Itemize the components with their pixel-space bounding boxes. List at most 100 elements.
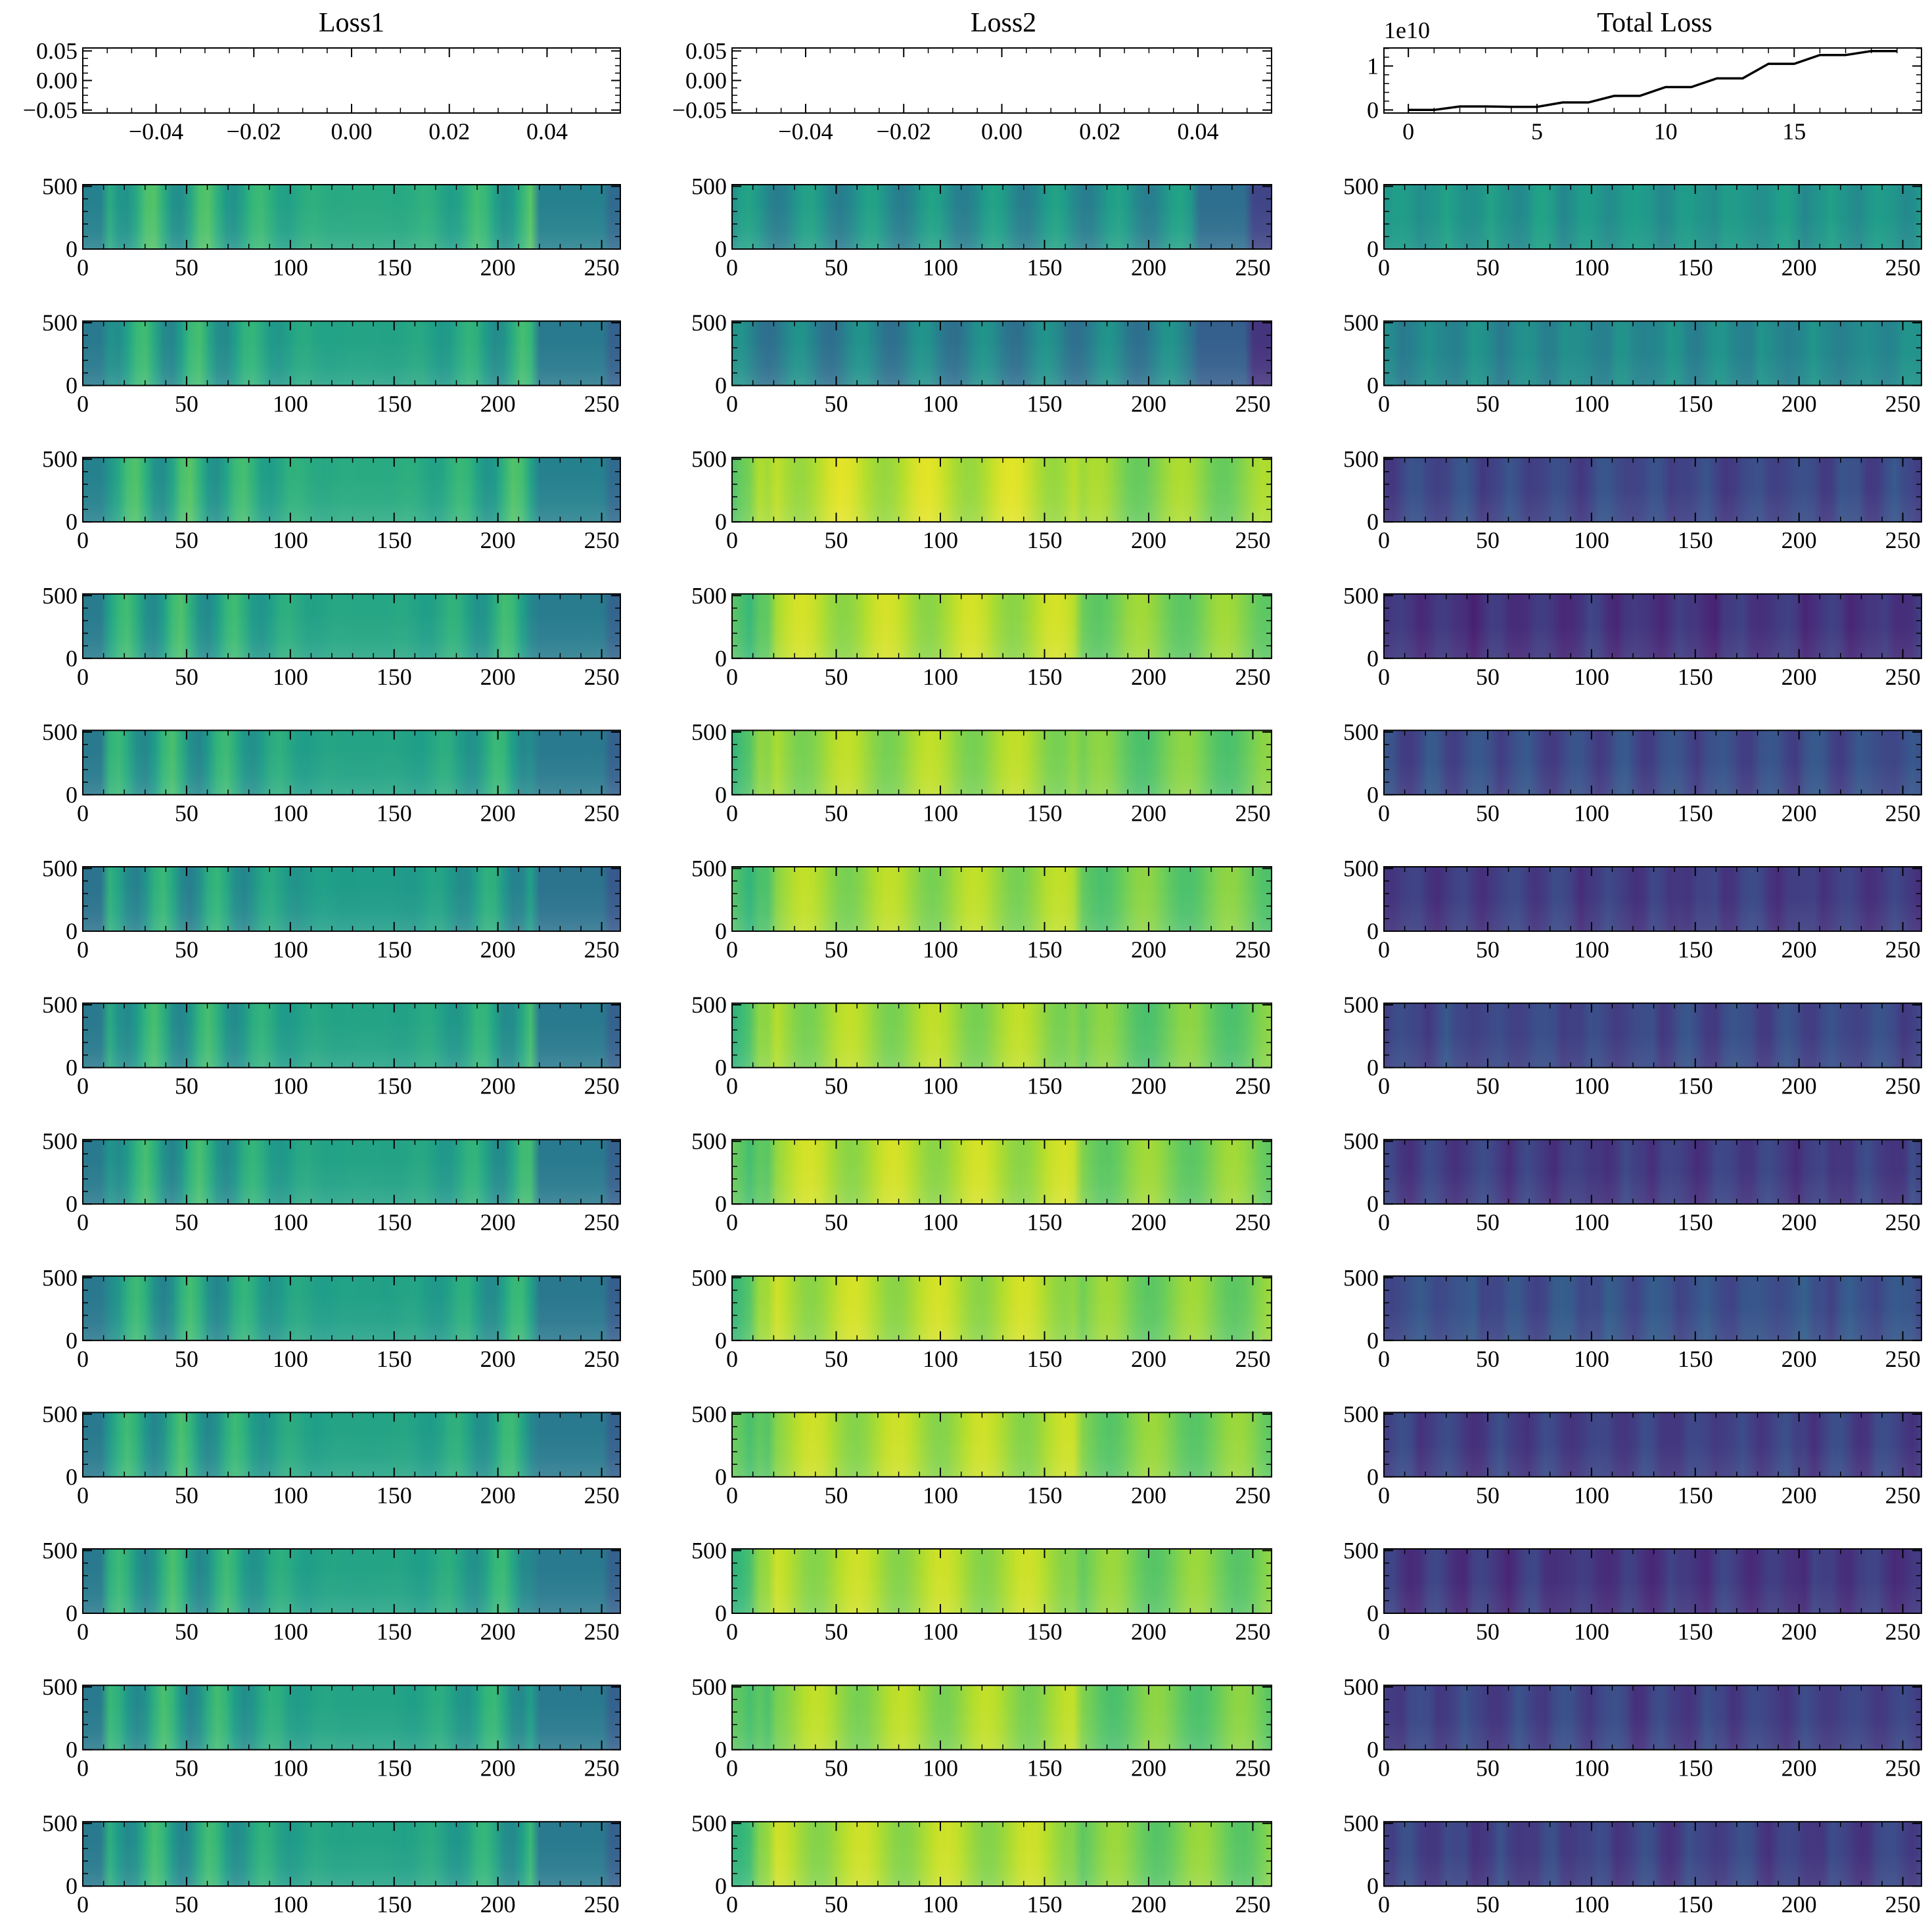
heatmap-2-6-ytick-label: 500 xyxy=(691,855,727,881)
heatmap-shading xyxy=(1384,457,1921,522)
heatmap-frame xyxy=(82,320,621,386)
top-panel-2-xtick-label: −0.02 xyxy=(877,118,931,145)
heatmap-shading xyxy=(83,1685,620,1750)
heatmap-1-12-ytick-label: 0 xyxy=(66,1737,78,1763)
heatmap-1-13-ytick-label: 0 xyxy=(66,1873,78,1899)
heatmap-frame xyxy=(82,1275,621,1341)
heatmap-2-12-ytick-label: 0 xyxy=(715,1737,727,1763)
heatmap-shading xyxy=(1384,185,1921,249)
heatmap-shading xyxy=(83,321,620,386)
heatmap-1-4-ytick-label: 0 xyxy=(66,645,78,672)
heatmap-2-8-xtick-label: 0 xyxy=(726,1209,738,1235)
heatmap-2-10-ytick-label: 500 xyxy=(691,1401,727,1427)
heatmap-3-10-xtick-label: 0 xyxy=(1378,1482,1390,1508)
heatmap-2-2-ytick-label: 500 xyxy=(691,310,727,336)
top-panel-1-ytick-label: 0.00 xyxy=(36,68,78,94)
heatmap-1-1-xtick-label: 100 xyxy=(273,254,308,281)
heatmap-3-8-xtick-label: 250 xyxy=(1885,1209,1921,1235)
heatmap-3-2-xtick-label: 50 xyxy=(1476,391,1500,417)
heatmap-3-6-xtick-label: 150 xyxy=(1678,936,1713,963)
heatmap-3-4-xtick-label: 0 xyxy=(1378,664,1390,690)
heatmap-1-8-ytick-label: 500 xyxy=(42,1128,78,1155)
heatmap-1-7-xtick-label: 150 xyxy=(377,1073,412,1099)
heatmap-1-8-xtick-label: 250 xyxy=(584,1209,620,1235)
heatmap-3-10-xtick-label: 50 xyxy=(1476,1482,1500,1508)
heatmap-3-4-xtick-label: 150 xyxy=(1678,664,1713,690)
heatmap-shading xyxy=(732,867,1272,931)
heatmap-shading xyxy=(732,593,1272,658)
heatmap-frame xyxy=(731,593,1272,659)
heatmap-2-6-xtick-label: 50 xyxy=(824,936,848,963)
heatmap-frame xyxy=(1383,1821,1922,1887)
heatmap-1-10-ytick-label: 500 xyxy=(42,1401,78,1427)
heatmap-1-4-xtick-label: 0 xyxy=(77,664,89,690)
heatmap-3-9-xtick-label: 250 xyxy=(1885,1346,1921,1372)
heatmap-3-4-ytick-label: 500 xyxy=(1343,582,1379,609)
heatmap-1-9-ytick-label: 500 xyxy=(42,1264,78,1291)
heatmap-2-1-xtick-label: 200 xyxy=(1131,254,1166,281)
heatmap-3-12-xtick-label: 150 xyxy=(1678,1755,1713,1782)
heatmap-1-13-xtick-label: 50 xyxy=(175,1891,198,1918)
heatmap-1-13-xtick-label: 0 xyxy=(77,1891,89,1918)
heatmap-2-7-xtick-label: 150 xyxy=(1026,1073,1062,1099)
heatmap-3-13-xtick-label: 200 xyxy=(1782,1891,1817,1918)
heatmap-3-8-ytick-label: 500 xyxy=(1343,1128,1379,1155)
heatmap-shading xyxy=(1384,730,1921,795)
heatmap-3-5-ytick-label: 500 xyxy=(1343,719,1379,745)
heatmap-frame xyxy=(82,184,621,250)
heatmap-2-13-ytick-label: 500 xyxy=(691,1810,727,1837)
top-panel-1-ytick-label: −0.05 xyxy=(23,97,78,124)
heatmap-2-13-xtick-label: 250 xyxy=(1235,1891,1270,1918)
heatmap-3-4-xtick-label: 100 xyxy=(1574,664,1609,690)
heatmap-3-8-xtick-label: 0 xyxy=(1378,1209,1390,1235)
heatmap-2-9-xtick-label: 250 xyxy=(1235,1346,1270,1372)
heatmap-2-6-xtick-label: 200 xyxy=(1131,936,1166,963)
heatmap-2-3-xtick-label: 250 xyxy=(1235,527,1270,553)
heatmap-3-11-xtick-label: 200 xyxy=(1782,1619,1817,1645)
heatmap-2-8-xtick-label: 250 xyxy=(1235,1209,1270,1235)
heatmap-1-7-xtick-label: 0 xyxy=(77,1073,89,1099)
heatmap-loss2-row-3: 0 50 100 150 200 250 0 500 xyxy=(691,446,1272,553)
top-panel-frame xyxy=(731,47,1272,114)
heatmap-3-3-xtick-label: 150 xyxy=(1678,527,1713,553)
heatmap-2-5-ytick-label: 0 xyxy=(715,781,727,808)
heatmap-1-13-xtick-label: 150 xyxy=(377,1891,412,1918)
heatmap-3-12-xtick-label: 250 xyxy=(1885,1755,1921,1782)
heatmap-2-7-xtick-label: 100 xyxy=(923,1073,958,1099)
heatmap-2-11-ytick-label: 0 xyxy=(715,1600,727,1626)
heatmap-loss1-row-5: 0 50 100 150 200 250 0 500 xyxy=(42,719,621,826)
heatmap-frame xyxy=(82,593,621,659)
heatmap-2-11-xtick-label: 150 xyxy=(1026,1619,1062,1645)
heatmap-3-2-ytick-label: 0 xyxy=(1367,373,1379,399)
heatmap-frame xyxy=(82,1412,621,1478)
heatmap-3-1-ytick-label: 500 xyxy=(1343,173,1379,199)
heatmap-loss2-row-13: 0 50 100 150 200 250 0 500 xyxy=(691,1810,1272,1918)
heatmap-3-10-xtick-label: 250 xyxy=(1885,1482,1921,1508)
heatmap-1-12-xtick-label: 50 xyxy=(175,1755,198,1782)
heatmap-3-3-xtick-label: 250 xyxy=(1885,527,1921,553)
heatmap-1-3-xtick-label: 50 xyxy=(175,527,198,553)
total-loss-series-line xyxy=(1408,49,1897,112)
heatmap-1-12-ytick-label: 500 xyxy=(42,1674,78,1700)
heatmap-2-9-xtick-label: 150 xyxy=(1026,1346,1062,1372)
heatmap-3-10-ytick-label: 500 xyxy=(1343,1401,1379,1427)
heatmap-shading xyxy=(1384,1412,1921,1477)
heatmap-2-13-xtick-label: 150 xyxy=(1026,1891,1062,1918)
top-panel-2: −0.04 −0.02 0.00 0.02 0.04 −0.05 0.00 0.05 xyxy=(672,38,1272,145)
heatmap-2-4-ytick-label: 0 xyxy=(715,645,727,672)
heatmap-shading xyxy=(1384,1276,1921,1341)
heatmap-2-2-xtick-label: 50 xyxy=(824,391,848,417)
heatmap-loss1-row-2: 0 50 100 150 200 250 0 500 xyxy=(42,310,621,417)
heatmap-loss2-row-1: 0 50 100 150 200 250 0 500 xyxy=(691,173,1272,281)
heatmap-2-9-xtick-label: 200 xyxy=(1131,1346,1166,1372)
heatmap-1-2-xtick-label: 100 xyxy=(273,391,308,417)
heatmap-1-10-ytick-label: 0 xyxy=(66,1463,78,1490)
heatmap-2-6-xtick-label: 100 xyxy=(923,936,958,963)
heatmap-2-9-xtick-label: 100 xyxy=(923,1346,958,1372)
heatmap-1-10-xtick-label: 200 xyxy=(480,1482,516,1508)
heatmap-1-8-xtick-label: 200 xyxy=(480,1209,516,1235)
heatmap-1-6-xtick-label: 200 xyxy=(480,936,516,963)
heatmap-frame xyxy=(1383,1139,1922,1205)
heatmap-1-12-xtick-label: 250 xyxy=(584,1755,620,1782)
